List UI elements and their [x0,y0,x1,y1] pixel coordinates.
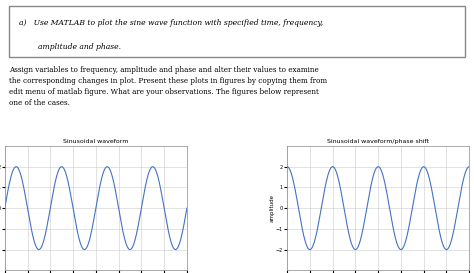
FancyBboxPatch shape [9,5,465,57]
Text: amplitude and phase.: amplitude and phase. [18,43,121,51]
Title: Sinusoidal waveform: Sinusoidal waveform [63,139,128,144]
Text: a)   Use MATLAB to plot the sine wave function with specified time, frequency,: a) Use MATLAB to plot the sine wave func… [18,19,323,27]
Title: Sinusoidal waveform/phase shift: Sinusoidal waveform/phase shift [327,139,429,144]
Text: Assign variables to frequency, amplitude and phase and alter their values to exa: Assign variables to frequency, amplitude… [9,66,328,106]
Y-axis label: amplitude: amplitude [269,194,274,222]
